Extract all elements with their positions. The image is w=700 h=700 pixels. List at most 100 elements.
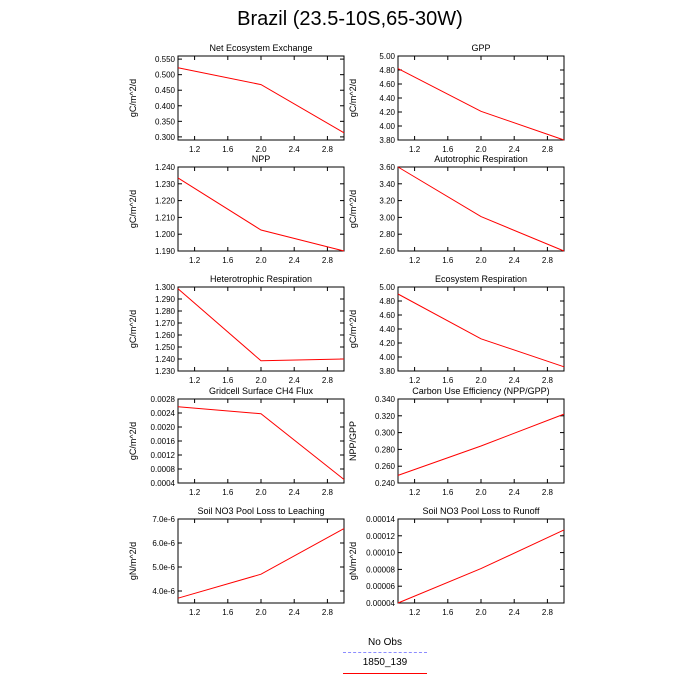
- y-tick-label: 1.190: [155, 247, 176, 256]
- y-tick-label: 4.00: [379, 353, 395, 362]
- y-tick-label: 1.240: [155, 355, 176, 364]
- x-tick-label: 1.2: [409, 376, 421, 385]
- y-tick-label: 4.00: [379, 122, 395, 131]
- y-axis-label: gC/m^2/d: [348, 310, 358, 348]
- y-tick-label: 4.20: [379, 339, 395, 348]
- plot-frame: [177, 55, 345, 141]
- legend-model-label: 1850_139: [362, 657, 408, 668]
- plot-frame: [177, 166, 345, 252]
- plot-frame: [177, 286, 345, 372]
- y-tick-label: 6.0e-6: [152, 539, 175, 548]
- y-tick-label: 0.340: [375, 395, 396, 404]
- y-tick-label: 0.0028: [151, 395, 176, 404]
- x-tick-label: 2.8: [322, 376, 334, 385]
- x-tick-label: 2.0: [255, 608, 267, 617]
- y-tick-label: 0.280: [375, 445, 396, 454]
- y-tick-label: 0.320: [375, 412, 396, 421]
- x-tick-label: 1.2: [189, 145, 201, 154]
- x-tick-label: 1.6: [442, 376, 454, 385]
- x-tick-label: 1.6: [442, 145, 454, 154]
- y-tick-label: 3.20: [379, 197, 395, 206]
- x-tick-label: 2.4: [509, 145, 521, 154]
- y-tick-label: 0.00008: [366, 565, 395, 574]
- panel-title: Ecosystem Respiration: [435, 274, 527, 284]
- y-axis-label: gC/m^2/d: [128, 422, 138, 460]
- y-tick-label: 2.60: [379, 247, 395, 256]
- plot-frame: [397, 398, 565, 484]
- legend-obs-line: [343, 652, 427, 653]
- y-tick-label: 5.00: [379, 52, 395, 61]
- panel-title: Autotrophic Respiration: [434, 154, 528, 164]
- y-tick-label: 0.00006: [366, 582, 395, 591]
- y-tick-label: 4.60: [379, 311, 395, 320]
- y-tick-label: 0.0004: [151, 479, 176, 488]
- series-line: [177, 288, 345, 362]
- x-tick-label: 1.6: [442, 488, 454, 497]
- y-tick-label: 3.80: [379, 136, 395, 145]
- y-tick-label: 1.230: [155, 367, 176, 376]
- x-tick-label: 2.0: [255, 376, 267, 385]
- figure-title: Brazil (23.5-10S,65-30W): [237, 8, 463, 30]
- series-line: [397, 166, 565, 252]
- x-tick-label: 1.2: [189, 488, 201, 497]
- y-tick-label: 0.550: [155, 55, 176, 64]
- y-tick-label: 7.0e-6: [152, 515, 175, 524]
- y-tick-label: 1.220: [155, 197, 176, 206]
- y-tick-label: 0.0024: [151, 409, 176, 418]
- y-tick-label: 1.250: [155, 343, 176, 352]
- series-line: [177, 177, 345, 252]
- x-tick-label: 2.8: [542, 256, 554, 265]
- series-line: [177, 528, 345, 599]
- plot-frame: [177, 518, 345, 604]
- y-axis-label: gC/m^2/d: [348, 190, 358, 228]
- y-tick-label: 0.00012: [366, 532, 395, 541]
- x-tick-label: 2.0: [475, 376, 487, 385]
- x-tick-label: 1.6: [222, 145, 234, 154]
- y-tick-label: 4.60: [379, 80, 395, 89]
- x-tick-label: 1.2: [409, 145, 421, 154]
- y-tick-label: 4.80: [379, 297, 395, 306]
- x-tick-label: 2.0: [255, 488, 267, 497]
- panel-title: Soil NO3 Pool Loss to Leaching: [197, 506, 324, 516]
- series-line: [177, 67, 345, 134]
- y-axis-label: NPP/GPP: [348, 421, 358, 461]
- x-tick-label: 2.8: [542, 608, 554, 617]
- x-tick-label: 2.4: [509, 608, 521, 617]
- y-tick-label: 4.0e-6: [152, 587, 175, 596]
- x-tick-label: 2.8: [322, 488, 334, 497]
- x-tick-label: 2.4: [289, 608, 301, 617]
- plot-frame: [397, 518, 565, 604]
- series-line: [397, 413, 565, 476]
- y-tick-label: 3.80: [379, 367, 395, 376]
- y-tick-label: 0.0008: [151, 465, 176, 474]
- x-tick-label: 2.0: [255, 256, 267, 265]
- y-tick-label: 3.40: [379, 180, 395, 189]
- x-tick-label: 2.8: [322, 256, 334, 265]
- x-tick-label: 2.0: [255, 145, 267, 154]
- series-line: [397, 293, 565, 368]
- x-tick-label: 1.6: [442, 256, 454, 265]
- y-tick-label: 0.300: [375, 429, 396, 438]
- legend-obs-label: No Obs: [368, 637, 402, 648]
- x-tick-label: 2.4: [509, 488, 521, 497]
- y-tick-label: 0.0012: [151, 451, 176, 460]
- x-tick-label: 2.4: [509, 256, 521, 265]
- y-tick-label: 1.280: [155, 307, 176, 316]
- plot-frame: [397, 55, 565, 141]
- x-tick-label: 1.2: [409, 488, 421, 497]
- y-tick-label: 1.210: [155, 213, 176, 222]
- y-tick-label: 3.60: [379, 163, 395, 172]
- y-tick-label: 4.40: [379, 325, 395, 334]
- y-tick-label: 0.450: [155, 86, 176, 95]
- y-axis-label: gN/m^2/d: [128, 542, 138, 580]
- x-tick-label: 1.6: [222, 256, 234, 265]
- y-tick-label: 4.40: [379, 94, 395, 103]
- y-tick-label: 0.0016: [151, 437, 176, 446]
- panel-title: Carbon Use Efficiency (NPP/GPP): [412, 386, 549, 396]
- x-tick-label: 2.8: [322, 145, 334, 154]
- y-tick-label: 1.230: [155, 180, 176, 189]
- x-tick-label: 1.2: [189, 376, 201, 385]
- y-tick-label: 0.260: [375, 462, 396, 471]
- plot-frame: [177, 398, 345, 484]
- y-tick-label: 1.300: [155, 283, 176, 292]
